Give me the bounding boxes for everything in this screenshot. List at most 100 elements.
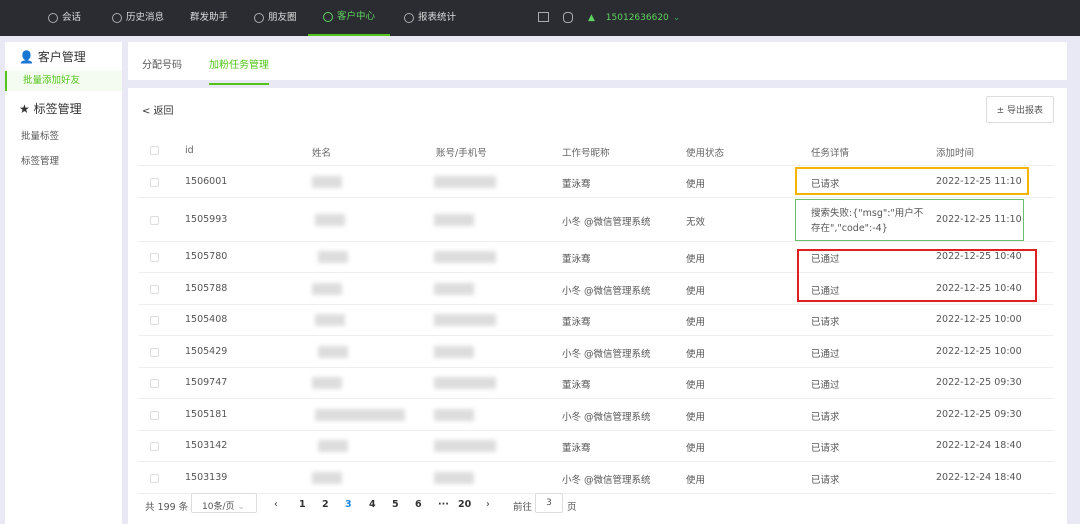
nav-label: 会话 (62, 12, 82, 23)
tab-task-manage[interactable]: 加粉任务管理 (209, 56, 269, 85)
export-button[interactable]: ± 导出报表 (985, 96, 1054, 123)
cell-nickname: 董泳骞 (562, 178, 591, 190)
main-panel: < 返回 ± 导出报表 id 姓名 账号/手机号 工作号昵称 使用状态 任务详情 添加时间 … (128, 88, 1067, 524)
cell-detail: 已通过 (811, 254, 840, 266)
moments-icon (254, 13, 264, 23)
account-redacted (434, 440, 496, 453)
column-header: 添加时间 (936, 148, 975, 159)
cell-nickname: 董泳骞 (562, 380, 591, 392)
chat-icon (48, 13, 58, 23)
database-icon[interactable] (563, 12, 573, 23)
select-all-checkbox[interactable] (150, 146, 159, 155)
clock-icon (112, 13, 122, 23)
phone: 15012636620 (605, 13, 669, 23)
row-checkbox[interactable] (150, 253, 159, 263)
sidebar-item-batch-add[interactable]: 批量添加好友 (5, 71, 122, 91)
nav-item-1[interactable]: 历史消息 (112, 0, 164, 36)
cell-id: 1503142 (185, 440, 228, 452)
column-header: 账号/手机号 (436, 148, 487, 159)
table-row (138, 305, 1054, 336)
row-checkbox[interactable] (150, 284, 159, 294)
page-button[interactable]: 2 (322, 499, 329, 510)
cell-status: 使用 (686, 317, 706, 329)
total-count: 共 199 条 (145, 502, 189, 513)
cell-time: 2022-12-25 09:30 (936, 377, 1022, 389)
column-header: 任务详情 (811, 148, 850, 159)
cell-nickname: 小冬 @微信管理系统 (562, 348, 651, 360)
cell-status: 使用 (686, 178, 706, 190)
page-size-select[interactable]: 10条/页 ⌄ (191, 493, 257, 513)
cell-nickname: 小冬 @微信管理系统 (562, 285, 651, 297)
row-checkbox[interactable] (150, 215, 159, 225)
cell-status: 无效 (686, 216, 706, 228)
cell-time: 2022-12-24 18:40 (936, 471, 1022, 483)
name-redacted (312, 377, 342, 390)
name-redacted (315, 213, 345, 226)
page-button[interactable]: ··· (438, 499, 449, 510)
cell-status: 使用 (686, 348, 706, 360)
cell-id: 1509747 (185, 377, 228, 389)
row-checkbox[interactable] (150, 473, 159, 483)
cell-nickname: 董泳骞 (562, 317, 591, 329)
account-redacted (434, 408, 474, 421)
name-redacted (315, 314, 345, 327)
cell-time: 2022-12-25 10:40 (936, 282, 1022, 294)
book-icon[interactable] (538, 12, 549, 22)
account-redacted (434, 282, 474, 295)
highlight-yellow (795, 167, 1029, 195)
row-checkbox[interactable] (150, 379, 159, 389)
cell-id: 1505408 (185, 314, 228, 326)
account-redacted (434, 251, 496, 264)
name-redacted (315, 408, 405, 421)
nav-label: 历史消息 (126, 12, 165, 23)
row-checkbox[interactable] (150, 442, 159, 452)
nav-item-5[interactable]: 报表统计 (404, 0, 456, 36)
cell-time: 2022-12-24 18:40 (936, 440, 1022, 452)
page-button[interactable]: 1 (299, 499, 306, 510)
page-button[interactable]: 3 (345, 499, 352, 510)
page-button[interactable]: 20 (458, 499, 472, 510)
row-checkbox[interactable] (150, 316, 159, 326)
chevron-down-icon: ⌄ (672, 13, 681, 23)
account-menu[interactable]: ▲ 15012636620 ⌄ (588, 0, 680, 36)
name-redacted (318, 251, 348, 264)
cell-time: 2022-12-25 11:10 (936, 175, 1022, 187)
cell-detail: 已请求 (811, 443, 840, 455)
top-nav: 会话 历史消息 群发助手 朋友圈 客户中心 报表统计 ▲ 15012636620 ⌄ (0, 0, 1080, 36)
table-row (138, 336, 1054, 368)
back-link[interactable]: < 返回 (142, 106, 174, 117)
cell-status: 使用 (686, 411, 706, 423)
row-checkbox[interactable] (150, 410, 159, 420)
name-redacted (312, 175, 342, 188)
nav-item-2[interactable]: 群发助手 (190, 0, 228, 36)
page-button[interactable]: 5 (392, 499, 399, 510)
cell-id: 1506001 (185, 175, 228, 187)
tab-assign-numbers[interactable]: 分配号码 (142, 60, 182, 71)
nav-item-4[interactable]: 客户中心 (308, 0, 391, 36)
account-redacted (434, 471, 474, 484)
nav-item-3[interactable]: 朋友圈 (254, 0, 297, 36)
cell-detail: 搜索失败:{"msg":"用户不存在","code":-4} (811, 207, 924, 234)
name-redacted (312, 282, 342, 295)
nav-label: 群发助手 (190, 12, 229, 23)
highlight-green (795, 199, 1024, 241)
page-button[interactable]: 4 (369, 499, 376, 510)
next-page-button[interactable]: › (486, 499, 490, 510)
table-row (138, 462, 1054, 494)
prev-page-button[interactable]: ‹ (274, 499, 278, 510)
row-checkbox[interactable] (150, 177, 159, 187)
goto-page-input[interactable]: 3 (535, 493, 563, 513)
cell-id: 1505181 (185, 408, 228, 420)
page-button[interactable]: 6 (415, 499, 422, 510)
cell-detail: 已请求 (811, 411, 840, 423)
row-checkbox[interactable] (150, 347, 159, 357)
sidebar-item-tag-manage[interactable]: 标签管理 (21, 156, 60, 167)
account-redacted (434, 175, 496, 188)
nav-item-0[interactable]: 会话 (48, 0, 81, 36)
cell-detail: 已通过 (811, 285, 840, 297)
page-size: 10条/页 (202, 502, 235, 512)
cell-detail: 已请求 (811, 178, 840, 190)
sidebar-item-batch-tag[interactable]: 批量标签 (21, 131, 60, 142)
highlight-red (797, 249, 1037, 302)
cell-id: 1503139 (185, 471, 228, 483)
